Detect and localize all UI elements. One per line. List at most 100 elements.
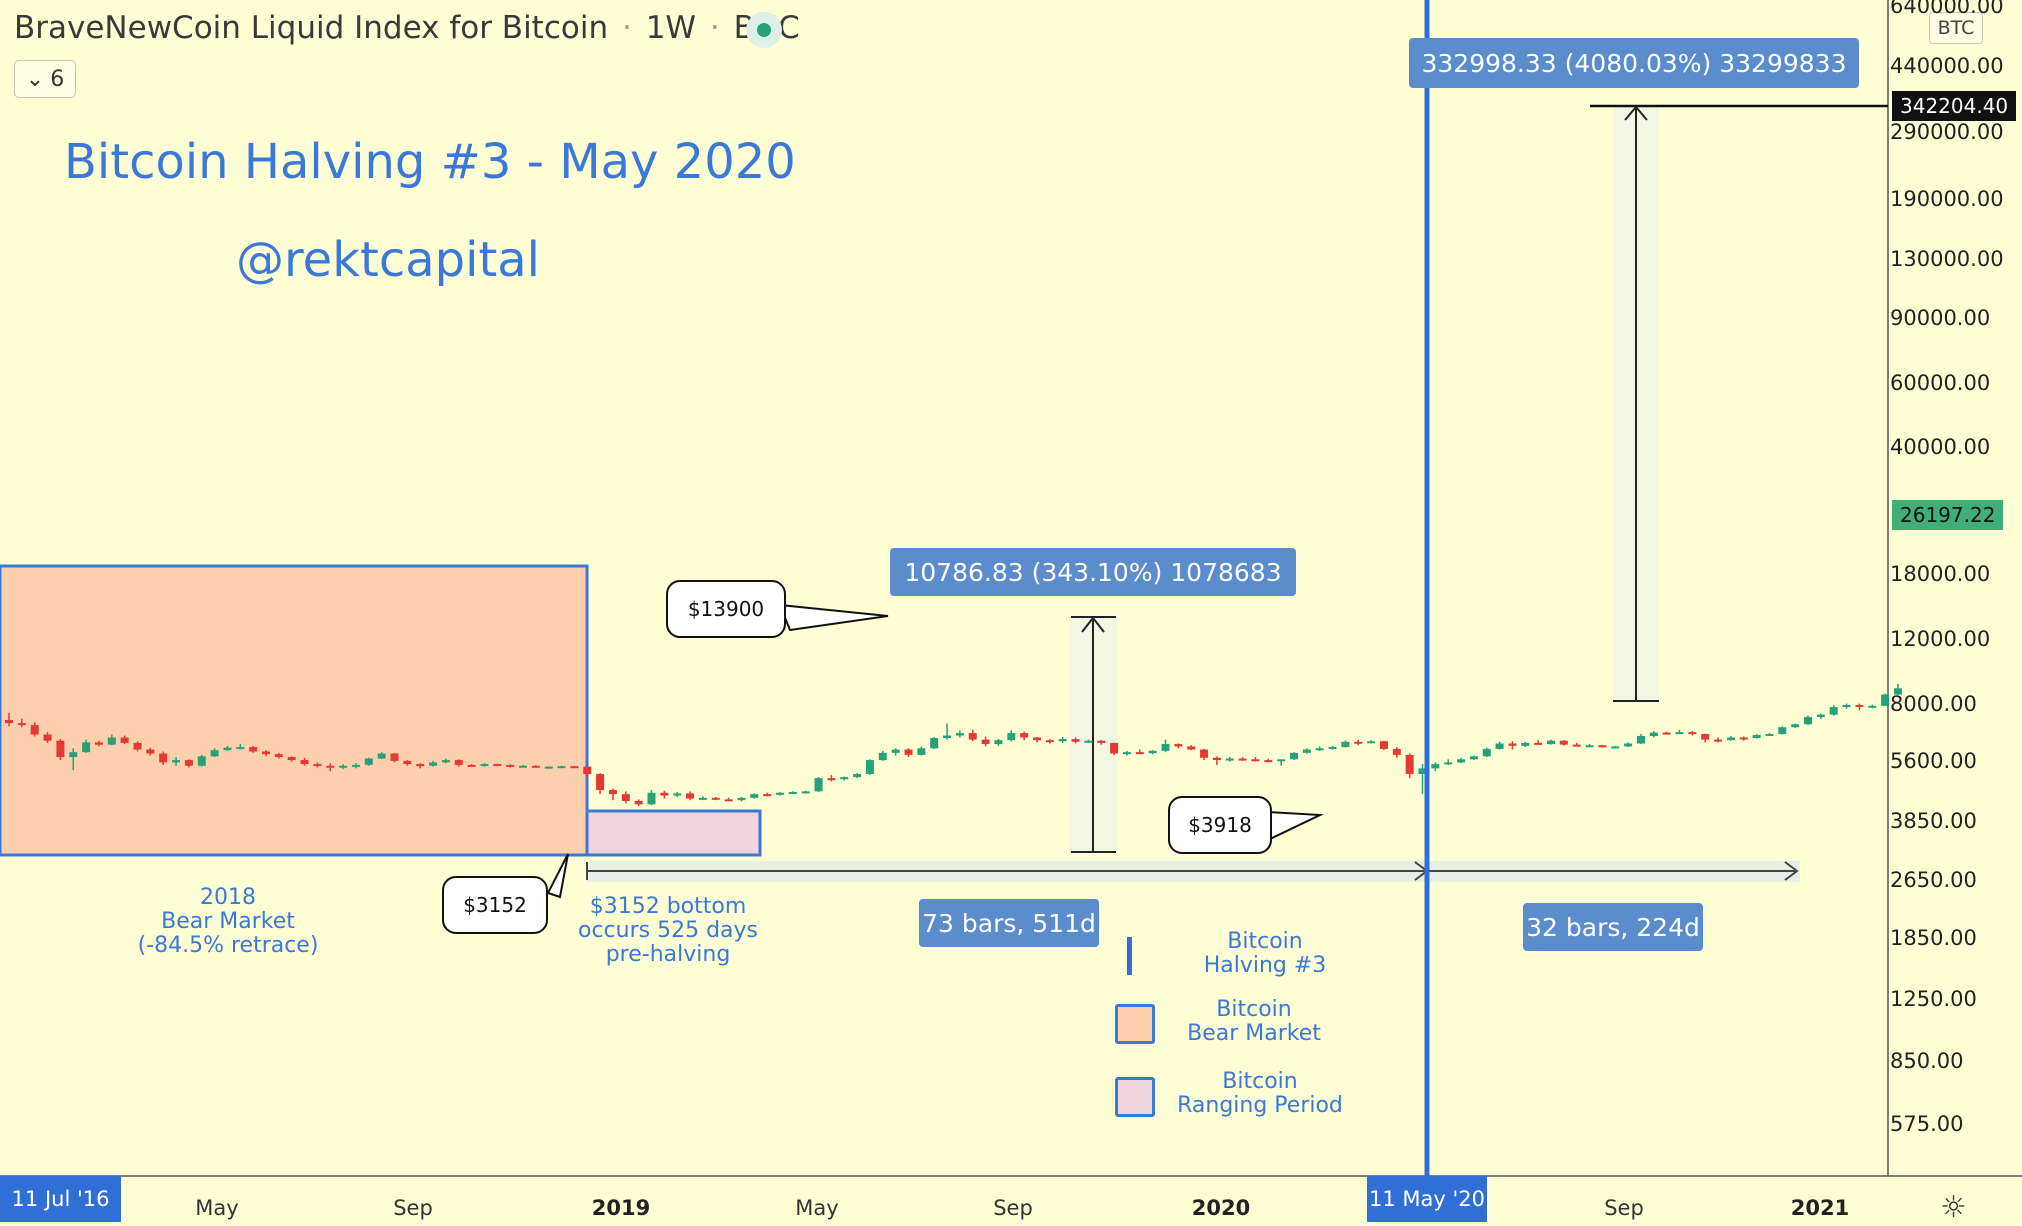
candle-body	[1020, 733, 1029, 738]
time-label: Sep	[993, 1196, 1033, 1220]
candle-body	[788, 792, 797, 795]
range-bars-label-1[interactable]: 73 bars, 511d	[919, 899, 1099, 947]
candle-body	[1495, 743, 1504, 749]
candle-body	[1277, 759, 1286, 762]
price-label: 1850.00	[1890, 926, 1977, 950]
range-bars-label-2[interactable]: 32 bars, 224d	[1523, 903, 1703, 951]
candle-body	[930, 738, 939, 749]
candle-body	[1122, 752, 1131, 755]
callout-3918-tail	[1267, 810, 1324, 842]
time-label: May	[795, 1196, 839, 1220]
time-label: Sep	[393, 1196, 433, 1220]
callout-13900[interactable]: $13900	[666, 580, 786, 638]
candle-body	[351, 764, 360, 767]
price-label: 440000.00	[1890, 54, 2004, 78]
candle-body	[943, 735, 952, 739]
candles-group	[5, 683, 1902, 806]
range-arrow-2	[1784, 861, 1799, 881]
candle-body	[1110, 742, 1119, 754]
candle-body	[82, 742, 91, 753]
target-price-tag: 342204.40	[1892, 91, 2017, 121]
candle-body	[660, 792, 669, 796]
price-label: 90000.00	[1890, 306, 1991, 330]
candle-body	[107, 737, 116, 745]
candle-body	[493, 764, 502, 767]
price-label: 130000.00	[1890, 247, 2004, 271]
price-label: 1250.00	[1890, 987, 1977, 1011]
candle-body	[274, 754, 283, 758]
time-label: 2019	[591, 1196, 651, 1220]
candle-body	[865, 760, 874, 775]
candle-body	[1868, 705, 1877, 708]
symbol-name[interactable]: BraveNewCoin Liquid Index for Bitcoin	[14, 10, 609, 46]
candle-body	[506, 764, 515, 767]
candle-body	[364, 758, 373, 765]
candle-body	[454, 760, 463, 765]
time-label: Sep	[1604, 1196, 1644, 1220]
candle-body	[1200, 749, 1209, 758]
candle-body	[1469, 756, 1478, 760]
price-label: 5600.00	[1890, 749, 1977, 773]
halving-date-tag: 11 May '20	[1367, 1176, 1487, 1222]
candle-body	[1508, 743, 1517, 746]
candle-body	[544, 766, 553, 769]
candle-body	[210, 750, 219, 757]
currency-button[interactable]: BTC	[1929, 12, 1983, 44]
market-status-icon[interactable]	[746, 12, 782, 48]
last-price-tag: 26197.22	[1892, 500, 2004, 530]
mid-measure-label[interactable]: 10786.83 (343.10%) 1078683	[890, 548, 1296, 596]
candle-body	[1290, 752, 1298, 760]
candle-body	[1778, 727, 1787, 735]
candle-body	[1174, 744, 1183, 747]
callout-3918[interactable]: $3918	[1168, 796, 1272, 854]
candle-body	[1726, 737, 1735, 741]
candle-body	[43, 734, 52, 741]
candle-body	[1829, 707, 1838, 715]
candle-body	[531, 765, 540, 768]
price-label: 18000.00	[1890, 562, 1991, 586]
candle-body	[69, 752, 78, 758]
candle-body	[583, 766, 592, 775]
candle-body	[120, 737, 129, 743]
candle-body	[1238, 758, 1247, 761]
candle-body	[146, 749, 155, 754]
candle-body	[339, 765, 348, 768]
candle-body	[377, 753, 386, 759]
candle-body	[197, 756, 206, 766]
candle-body	[1521, 742, 1530, 746]
candle-body	[570, 766, 579, 769]
top-measure-label[interactable]: 332998.33 (4080.03%) 33299833	[1409, 38, 1859, 88]
candle-body	[1341, 741, 1350, 748]
candle-body	[1161, 744, 1170, 751]
candle-body	[711, 797, 720, 800]
candle-body	[403, 760, 412, 765]
callout-3152-tail	[546, 853, 569, 899]
candle-body	[1714, 739, 1723, 742]
candle-body	[673, 793, 682, 796]
candle-body	[1662, 732, 1671, 735]
gear-icon[interactable]: ☼	[1940, 1190, 1967, 1225]
candle-body	[686, 793, 695, 799]
candle-body	[1624, 743, 1633, 747]
candle-body	[326, 765, 335, 768]
candle-body	[737, 797, 746, 801]
candle-body	[1097, 740, 1106, 743]
time-label: 2020	[1191, 1196, 1251, 1220]
header-separator: ·	[709, 10, 720, 46]
candle-body	[1354, 741, 1363, 744]
legend-ranging-swatch	[1115, 1077, 1155, 1117]
indicators-toggle-button[interactable]: ⌄ 6	[14, 60, 76, 98]
callout-3152[interactable]: $3152	[442, 876, 548, 934]
candle-body	[1033, 737, 1041, 741]
candle-body	[1431, 764, 1440, 769]
candle-body	[724, 799, 733, 802]
candle-body	[878, 752, 887, 761]
header-separator: ·	[621, 10, 632, 46]
candle-body	[1007, 733, 1016, 741]
interval-label[interactable]: 1W	[645, 10, 697, 46]
candle-body	[1379, 741, 1388, 749]
candle-body	[1302, 749, 1311, 753]
candle-body	[172, 760, 181, 763]
chart-annotation-title: Bitcoin Halving #3 - May 2020	[64, 134, 796, 190]
